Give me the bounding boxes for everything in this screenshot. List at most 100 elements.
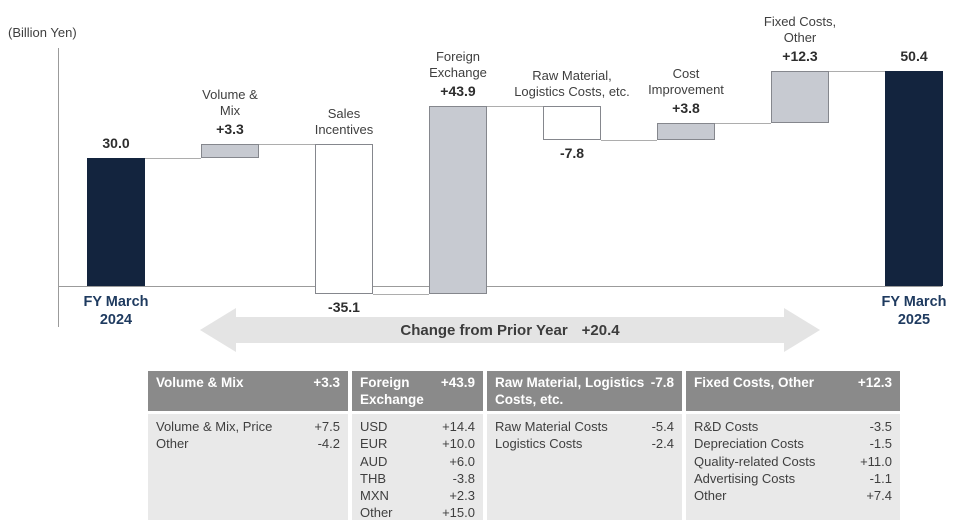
step-value: 30.0 <box>102 135 130 151</box>
bar-volume-mix <box>201 143 259 158</box>
table-section-raw-material: Raw Material, Logistics Costs, etc. -7.8… <box>487 371 682 520</box>
table-row: Depreciation Costs -1.5 <box>694 435 892 452</box>
table-section-header: Fixed Costs, Other +12.3 <box>686 371 900 411</box>
bar-raw-material-logistics-costs-etc <box>543 106 601 140</box>
row-name: Other <box>156 436 189 452</box>
row-value: +11.0 <box>860 453 892 469</box>
row-value: +15.0 <box>442 505 475 521</box>
table-section-header: Volume & Mix +3.3 <box>148 371 348 411</box>
table-section-foreign-exchange: Foreign Exchange +43.9 USD +14.4 EUR +10.0 A… <box>352 371 483 520</box>
section-value: +43.9 <box>440 375 475 390</box>
axis-tick-fy-march-2024: FY March 2024 <box>21 293 211 329</box>
table-section-fixed-costs: Fixed Costs, Other +12.3 R&D Costs -3.5 De… <box>686 371 900 520</box>
section-title: Fixed Costs, Other <box>694 375 815 390</box>
row-value: +2.3 <box>449 488 475 504</box>
step-label-line: Other <box>783 29 817 45</box>
row-value: -4.2 <box>317 436 340 452</box>
step-value: +43.9 <box>440 83 476 100</box>
table-row: EUR +10.0 <box>360 435 475 452</box>
bar-sales-incentives <box>315 143 373 294</box>
row-name: Advertising Costs <box>694 470 796 486</box>
table-section-body: R&D Costs -3.5 Depreciation Costs -1.5 Quali… <box>686 414 900 520</box>
connector <box>145 157 201 159</box>
table-row: AUD +6.0 <box>360 453 475 470</box>
row-name: Depreciation Costs <box>694 436 804 452</box>
row-name: Raw Material Costs <box>495 419 608 434</box>
table-row: Other +7.4 <box>694 487 892 504</box>
row-value: -2.4 <box>651 436 674 452</box>
row-name: Quality-related Costs <box>694 453 816 469</box>
bar-fixed-costs-other <box>771 70 829 124</box>
change-arrow-value: +20.4 <box>581 321 620 339</box>
arrow-right-head-icon <box>784 308 820 352</box>
row-name: THB <box>360 470 386 486</box>
step-value: +12.3 <box>782 47 818 64</box>
table-section-body: Raw Material Costs -5.4 Logistics Costs -2.… <box>487 414 682 520</box>
waterfall-chart: (Billion Yen) 30.0 FY March 2024 Volume & Mi… <box>8 14 960 329</box>
table-section-volume-mix: Volume & Mix +3.3 Volume & Mix, Price +7.… <box>148 371 348 520</box>
step-label-sales-incentives: Sales Incentives <box>249 106 439 138</box>
step-label-line: Improvement <box>648 82 724 98</box>
step-label-fixed-costs-other: Fixed Costs, Other +12.3 <box>705 14 895 65</box>
arrow-left-head-icon <box>200 308 236 352</box>
row-value: +14.4 <box>442 419 475 434</box>
connector <box>487 106 543 108</box>
step-label-volume-mix: Volume & Mix +3.3 <box>135 87 325 138</box>
arrow-body: Change from Prior Year +20.4 <box>236 317 784 343</box>
step-label-line: Logistics Costs, etc. <box>514 84 630 100</box>
step-label-line: Incentives <box>314 121 374 137</box>
section-title: Raw Material, Logistics Costs, etc. <box>495 375 645 407</box>
table-row: Other +15.0 <box>360 504 475 521</box>
axis-tick-line: FY March <box>881 294 947 310</box>
table-section-body: Volume & Mix, Price +7.5 Other -4.2 <box>148 414 348 520</box>
axis-tick-line: 2024 <box>99 312 133 328</box>
table-row: Quality-related Costs +11.0 <box>694 453 892 470</box>
table-row: Raw Material Costs -5.4 <box>495 418 674 435</box>
change-arrow-label: Change from Prior Year <box>400 321 568 339</box>
row-name: MXN <box>360 488 389 504</box>
table-section-body: USD +14.4 EUR +10.0 AUD +6.0 THB -3.8 MXN +2.3 Oth… <box>352 414 483 520</box>
row-value: -1.5 <box>869 436 892 452</box>
table-row: Volume & Mix, Price +7.5 <box>156 418 340 435</box>
row-value: -1.1 <box>869 470 892 486</box>
section-value: +12.3 <box>857 375 892 390</box>
row-value: +6.0 <box>449 453 475 469</box>
step-label-line: Sales <box>327 105 361 121</box>
row-name: Volume & Mix, Price <box>156 419 273 434</box>
connector <box>829 70 885 72</box>
connector <box>601 139 657 141</box>
bar-foreign-exchange <box>429 106 487 294</box>
row-value: -3.5 <box>869 419 892 434</box>
table-row: Other -4.2 <box>156 435 340 452</box>
row-value: -5.4 <box>651 419 674 434</box>
section-value: +3.3 <box>313 375 340 390</box>
step-label-line: Volume & <box>202 86 258 102</box>
step-value: +3.8 <box>672 100 700 117</box>
table-row: USD +14.4 <box>360 418 475 435</box>
bar-fy-march-2025 <box>885 70 943 286</box>
step-label-cost-improvement: Cost Improvement +3.8 <box>591 66 781 117</box>
step-value: 50.4 <box>900 47 928 64</box>
table-section-header: Raw Material, Logistics Costs, etc. -7.8 <box>487 371 682 411</box>
table-row: R&D Costs -3.5 <box>694 418 892 435</box>
row-name: EUR <box>360 436 388 452</box>
row-name: Other <box>694 488 727 504</box>
x-axis-line <box>58 286 942 287</box>
row-value: -3.8 <box>452 470 475 486</box>
row-name: R&D Costs <box>694 419 759 434</box>
axis-tick-line: FY March <box>83 294 149 310</box>
bar-fy-march-2024 <box>87 157 145 286</box>
row-value: +7.5 <box>314 419 340 434</box>
axis-tick-fy-march-2025: FY March 2025 <box>819 293 960 329</box>
section-title: Volume & Mix <box>156 375 244 390</box>
connector <box>715 123 771 125</box>
step-value-raw-material-logistics-costs-etc: -7.8 <box>559 144 585 161</box>
row-name: AUD <box>360 453 388 469</box>
table-row: THB -3.8 <box>360 470 475 487</box>
step-value-sales-incentives: -35.1 <box>328 298 360 315</box>
row-name: Other <box>360 505 393 521</box>
step-label-line: Raw Material, <box>532 68 612 84</box>
row-value: +7.4 <box>866 488 892 504</box>
step-label-foreign-exchange: Foreign Exchange +43.9 <box>363 49 553 100</box>
